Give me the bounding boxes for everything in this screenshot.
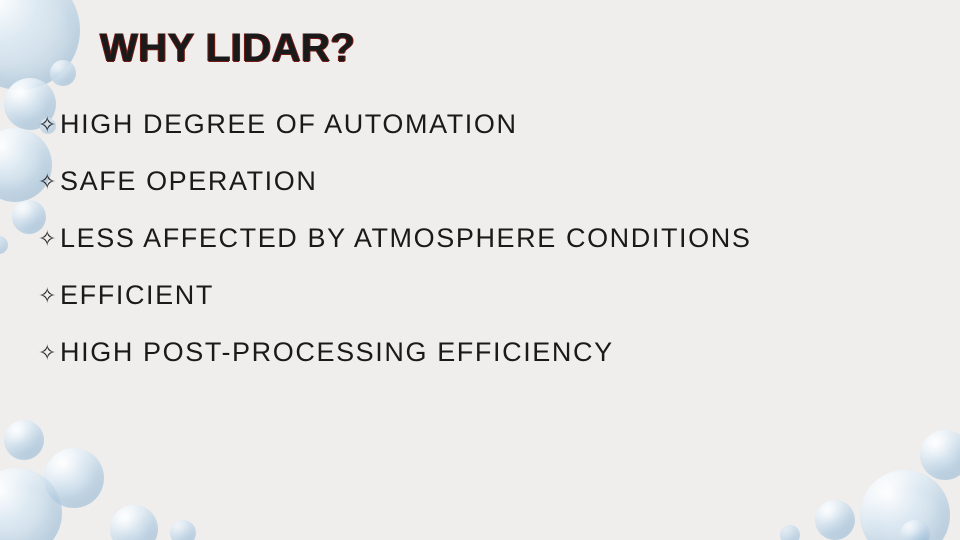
list-item: ✧ HIGH POST-PROCESSING EFFICIENCY: [38, 337, 960, 368]
list-item: ✧ SAFE OPERATION: [38, 166, 960, 197]
bullet-text: LESS AFFECTED BY ATMOSPHERE CONDITIONS: [60, 223, 751, 254]
bullet-text: SAFE OPERATION: [60, 166, 317, 197]
diamond-bullet-icon: ✧: [38, 285, 58, 307]
bullet-list: ✧ HIGH DEGREE OF AUTOMATION ✧ SAFE OPERA…: [38, 109, 960, 368]
diamond-bullet-icon: ✧: [38, 171, 58, 193]
slide-title: WHY LIDAR?: [100, 26, 960, 71]
bullet-text: HIGH POST-PROCESSING EFFICIENCY: [60, 337, 614, 368]
diamond-bullet-icon: ✧: [38, 114, 58, 136]
list-item: ✧ HIGH DEGREE OF AUTOMATION: [38, 109, 960, 140]
list-item: ✧ LESS AFFECTED BY ATMOSPHERE CONDITIONS: [38, 223, 960, 254]
diamond-bullet-icon: ✧: [38, 228, 58, 250]
slide-content: WHY LIDAR? ✧ HIGH DEGREE OF AUTOMATION ✧…: [0, 0, 960, 368]
list-item: ✧ EFFICIENT: [38, 280, 960, 311]
bullet-text: EFFICIENT: [60, 280, 214, 311]
diamond-bullet-icon: ✧: [38, 342, 58, 364]
bullet-text: HIGH DEGREE OF AUTOMATION: [60, 109, 518, 140]
